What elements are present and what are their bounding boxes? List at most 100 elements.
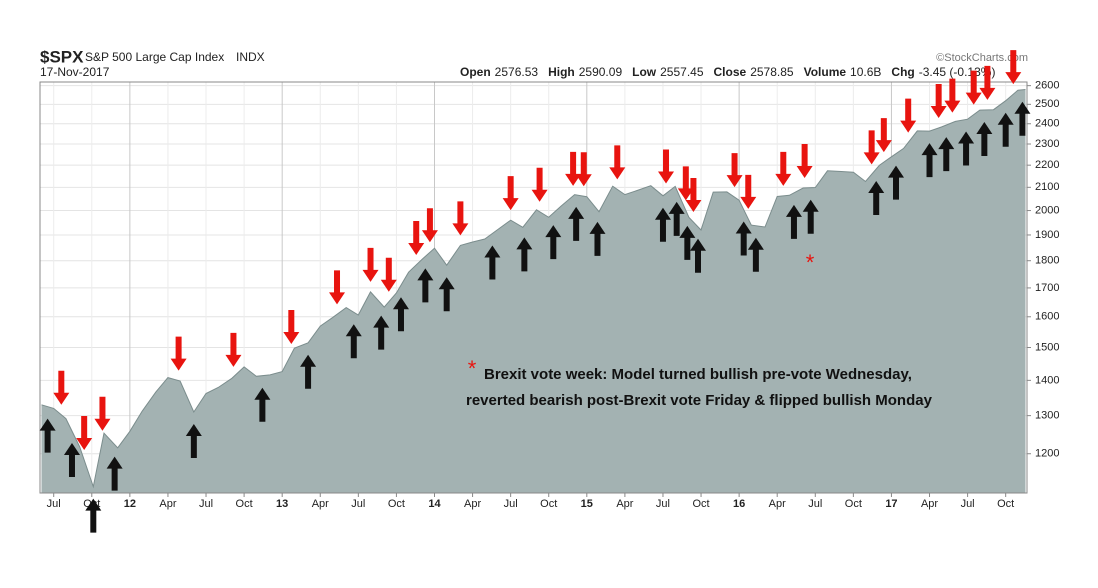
bullish-arrow: [545, 225, 562, 260]
y-tick-label: 1800: [1035, 255, 1059, 267]
stats: Open 2576.53 High 2590.09 Low 2557.45 Close 257…: [460, 65, 995, 79]
annotation-marker: *: [468, 356, 477, 381]
date: 17-Nov-2017: [40, 65, 110, 79]
bearish-arrow: [283, 310, 300, 345]
bullish-arrow: [785, 204, 802, 239]
y-tick-label: 1700: [1035, 282, 1059, 294]
x-tick-label: Jul: [199, 498, 213, 510]
x-tick-label: 16: [733, 498, 745, 510]
stat-label: High: [548, 65, 575, 79]
y-tick-label: 2600: [1035, 80, 1059, 92]
bearish-arrow: [930, 83, 947, 118]
bullish-arrow: [438, 277, 455, 312]
bullish-arrow: [735, 221, 752, 256]
bullish-arrow: [747, 237, 764, 272]
x-tick-label: Jul: [656, 498, 670, 510]
stat-value: 2578.85: [750, 65, 794, 79]
annotation-marker: *: [806, 250, 815, 275]
y-tick-label: 2200: [1035, 159, 1059, 171]
price-line: [41, 89, 1026, 489]
x-tick-label: 17: [885, 498, 897, 510]
x-tick-label: Jul: [808, 498, 822, 510]
stat-label: Open: [460, 65, 491, 79]
bearish-arrow: [76, 415, 93, 450]
x-tick-label: Jul: [961, 498, 975, 510]
bearish-arrow: [380, 257, 397, 292]
x-tick-label: Jul: [504, 498, 518, 510]
bullish-arrow: [802, 199, 819, 234]
y-tick-label: 2400: [1035, 118, 1059, 130]
x-tick-label: Apr: [616, 498, 633, 510]
x-tick-label: Oct: [845, 498, 862, 510]
bullish-arrow: [668, 201, 685, 236]
x-tick-label: Apr: [464, 498, 481, 510]
bearish-arrow: [658, 149, 675, 184]
bearish-arrow: [53, 370, 70, 405]
bullish-arrow: [185, 423, 202, 458]
x-tick-label: Oct: [997, 498, 1014, 510]
bullish-arrow: [568, 206, 585, 241]
bullish-arrow: [589, 221, 606, 256]
bearish-arrow: [726, 153, 743, 188]
y-tick-label: 2500: [1035, 98, 1059, 110]
bullish-arrow: [938, 137, 955, 172]
bullish-arrow: [690, 238, 706, 273]
bearish-arrow: [421, 208, 438, 243]
bullish-arrow: [976, 121, 993, 156]
annotation-line: Brexit vote week: Model turned bullish p…: [484, 366, 912, 383]
area: [41, 89, 1026, 493]
bearish-arrow: [965, 70, 982, 105]
annotation-line: reverted bearish post-Brexit vote Friday…: [466, 392, 933, 409]
bullish-arrow: [63, 443, 80, 478]
x-tick-label: 13: [276, 498, 288, 510]
bullish-arrow: [373, 315, 390, 350]
x-tick-label: Oct: [540, 498, 557, 510]
bearish-arrow: [875, 118, 892, 153]
bullish-arrow: [868, 180, 885, 215]
source: ©StockCharts.com: [936, 52, 1028, 64]
x-tick-label: Oct: [236, 498, 253, 510]
plot-border: [39, 81, 1028, 494]
exchange: INDX: [236, 50, 265, 64]
bullish-arrow: [654, 207, 671, 242]
bearish-arrow: [900, 98, 917, 133]
bullish-arrow: [39, 418, 56, 453]
x-tick-label: Jul: [351, 498, 365, 510]
bearish-arrow: [94, 396, 111, 431]
bearish-arrow: [575, 152, 592, 187]
y-tick-label: 1200: [1035, 448, 1059, 460]
bearish-arrow: [452, 201, 469, 236]
bullish-arrow: [997, 112, 1014, 147]
bullish-arrow: [392, 297, 409, 332]
stat-label: Chg: [891, 65, 914, 79]
bullish-arrow: [106, 456, 123, 491]
bearish-arrow: [565, 151, 582, 186]
bearish-arrow: [863, 130, 880, 165]
bullish-arrow: [516, 237, 533, 272]
bullish-arrow: [417, 268, 434, 303]
stat-label: Low: [632, 65, 657, 79]
x-tick-label: Jul: [47, 498, 61, 510]
bullish-arrow: [484, 245, 501, 280]
y-tick-label: 1500: [1035, 341, 1059, 353]
bearish-arrow: [225, 332, 242, 367]
stat-value: 2576.53: [495, 65, 539, 79]
bullish-arrow: [300, 354, 317, 389]
x-tick-label: Apr: [769, 498, 786, 510]
y-tick-label: 2000: [1035, 204, 1059, 216]
bullish-arrow: [921, 143, 938, 178]
x-tick-label: 14: [428, 498, 441, 510]
bullish-arrow: [679, 225, 696, 260]
y-tick-label: 2300: [1035, 138, 1059, 150]
y-tick-label: 1400: [1035, 374, 1059, 386]
bearish-arrow: [944, 78, 961, 113]
bearish-arrow: [677, 166, 694, 201]
bearish-arrow: [740, 174, 757, 209]
bullish-arrow: [85, 498, 102, 533]
bullish-arrow: [888, 165, 905, 200]
stat-value: 10.6B: [850, 65, 881, 79]
x-tick-label: Apr: [312, 498, 329, 510]
bullish-arrow: [254, 387, 271, 422]
y-tick-label: 1600: [1035, 311, 1059, 323]
